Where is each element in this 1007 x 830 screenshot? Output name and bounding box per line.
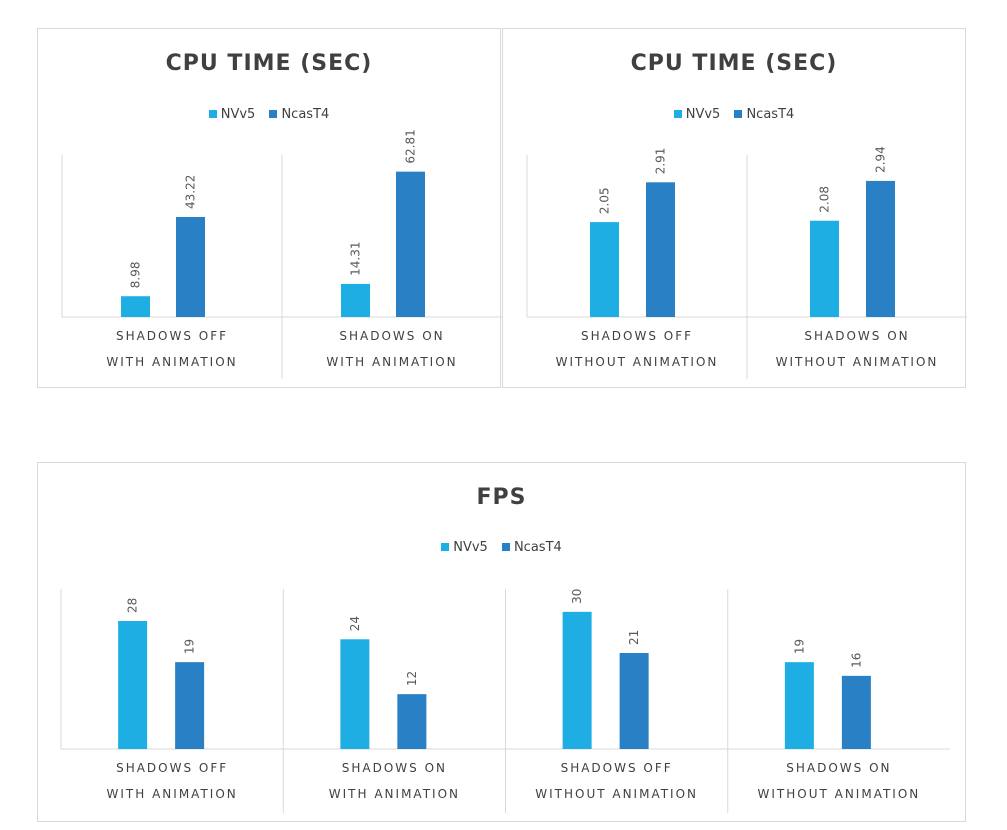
data-label: 16 (849, 653, 863, 668)
legend-label-ncast4: NcasT4 (746, 107, 795, 122)
cpu-time-with-animation-chart: CPU TIME (SEC) NVv5 NcasT4 8.98 43.22 14.3… (37, 28, 502, 388)
plot-area: 2.05 2.91 2.08 2.94 (526, 146, 967, 379)
category-label-shadows: SHADOWS ON (786, 761, 892, 775)
fps-chart: FPS NVv5 NcasT4 28 19 24 12 30 21 19 16 SHADOWS… (37, 462, 966, 822)
bar-ncast4-1 (397, 694, 427, 749)
legend-swatch-nvv5 (441, 543, 450, 551)
data-label: 28 (126, 598, 140, 613)
data-label: 19 (792, 639, 806, 654)
legend: NVv5 NcasT4 (38, 540, 965, 555)
legend-swatch-ncast4 (269, 110, 278, 118)
category-label-animation: WITH ANIMATION (326, 355, 458, 369)
category-label-shadows: SHADOWS ON (341, 761, 447, 775)
legend-label-ncast4: NcasT4 (513, 540, 562, 555)
category-label-animation: WITHOUT ANIMATION (775, 355, 939, 369)
data-label: 8.98 (129, 261, 143, 288)
legend-item-ncast4: NcasT4 (501, 540, 562, 555)
category-label-shadows: SHADOWS OFF (560, 761, 673, 775)
bar-ncast4-1 (396, 171, 425, 317)
category-label-shadows: SHADOWS OFF (580, 329, 694, 343)
legend-swatch-ncast4 (734, 110, 743, 118)
bar-ncast4-0 (646, 182, 675, 317)
legend-item-ncast4: NcasT4 (734, 107, 794, 122)
legend-label-nvv5: NVv5 (453, 540, 488, 555)
data-label: 2.05 (598, 187, 612, 214)
legend-item-nvv5: NVv5 (673, 107, 721, 122)
legend-label-nvv5: NVv5 (220, 107, 256, 122)
legend: NVv5 NcasT4 (503, 107, 965, 122)
category-label-animation: WITHOUT ANIMATION (535, 787, 699, 801)
data-label: 62.81 (404, 129, 418, 163)
category-label-animation: WITH ANIMATION (328, 787, 460, 801)
legend-swatch-ncast4 (501, 543, 510, 551)
legend-swatch-nvv5 (673, 110, 682, 118)
plot-area: 8.98 43.22 14.31 62.81 (61, 129, 502, 379)
cpu-time-without-animation-chart: CPU TIME (SEC) NVv5 NcasT4 2.05 2.91 2.08 2… (502, 28, 967, 388)
category-label-shadows: SHADOWS OFF (116, 761, 229, 775)
bar-nvv5-1 (810, 220, 839, 317)
chart-title: CPU TIME (SEC) (630, 51, 838, 76)
bar-nvv5-1 (340, 639, 370, 749)
category-label-animation: WITH ANIMATION (106, 355, 238, 369)
data-label: 21 (627, 630, 641, 645)
legend-item-nvv5: NVv5 (208, 107, 256, 122)
chart-title: CPU TIME (SEC) (165, 51, 373, 76)
data-label: 12 (405, 671, 419, 686)
data-label: 14.31 (349, 242, 363, 276)
bar-ncast4-2 (619, 653, 649, 749)
category-label-animation: WITHOUT ANIMATION (757, 787, 921, 801)
legend-item-nvv5: NVv5 (441, 540, 488, 555)
data-label: 30 (570, 589, 584, 604)
bar-ncast4-0 (176, 216, 205, 317)
bar-nvv5-0 (118, 621, 148, 749)
category-label-shadows: SHADOWS ON (339, 329, 445, 343)
bar-nvv5-0 (590, 222, 619, 317)
data-label: 43.22 (184, 175, 198, 209)
legend-swatch-nvv5 (208, 110, 217, 118)
category-label-shadows: SHADOWS ON (804, 329, 910, 343)
legend-label-ncast4: NcasT4 (281, 107, 330, 122)
plot-area: 28 19 24 12 30 21 19 16 (60, 589, 950, 813)
legend: NVv5 NcasT4 (38, 107, 500, 122)
data-label: 24 (348, 616, 362, 631)
bar-nvv5-3 (784, 662, 814, 749)
bar-ncast4-0 (175, 662, 205, 749)
data-label: 2.08 (818, 186, 832, 213)
data-label: 2.94 (874, 146, 888, 173)
bar-ncast4-1 (866, 180, 895, 317)
category-label-animation: WITH ANIMATION (106, 787, 238, 801)
legend-item-ncast4: NcasT4 (269, 107, 329, 122)
legend-label-nvv5: NVv5 (685, 107, 721, 122)
category-label-animation: WITHOUT ANIMATION (555, 355, 719, 369)
category-label-shadows: SHADOWS OFF (115, 329, 229, 343)
data-label: 19 (183, 639, 197, 654)
bar-ncast4-3 (841, 675, 871, 749)
data-label: 2.91 (654, 148, 668, 175)
bar-nvv5-1 (341, 283, 370, 317)
chart-title: FPS (476, 485, 527, 510)
bar-nvv5-2 (562, 611, 592, 749)
bar-nvv5-0 (121, 296, 150, 317)
